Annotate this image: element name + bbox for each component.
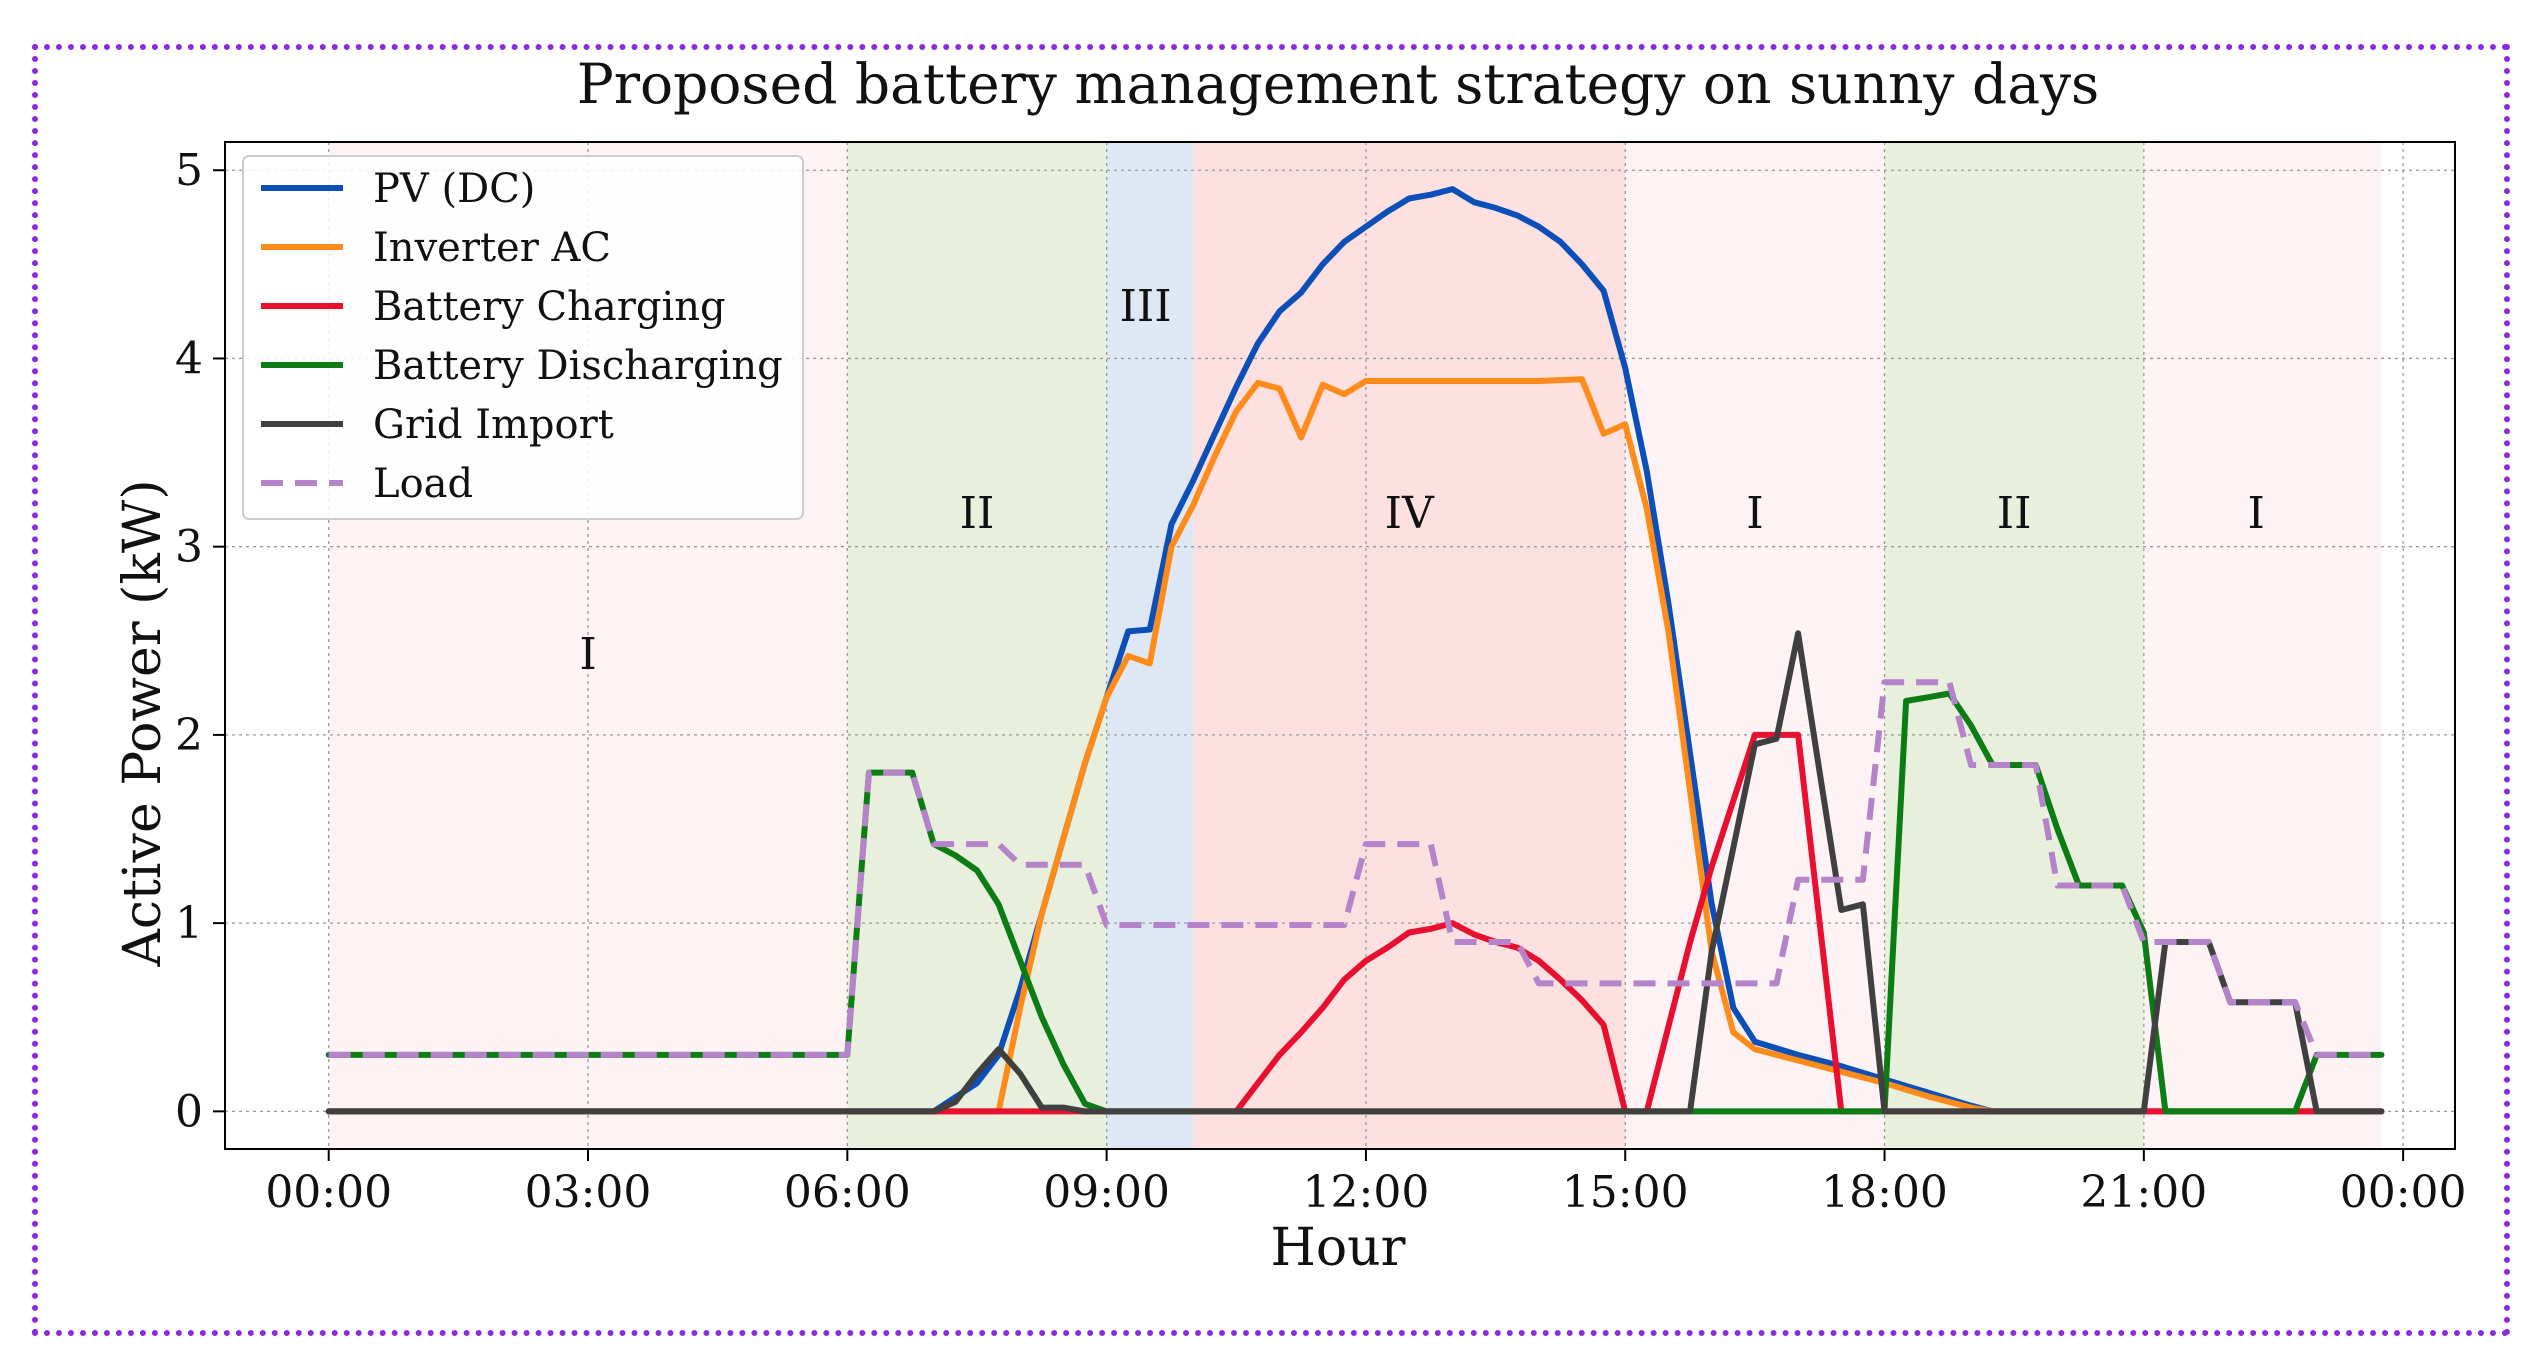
region-label-3: III: [1119, 281, 1171, 332]
chart-title: Proposed battery management strategy on …: [577, 52, 2100, 116]
legend-label-pv-dc: PV (DC): [373, 166, 535, 212]
y-axis-label: Active Power (kW): [113, 479, 173, 967]
series-line-grid-import: [325, 630, 2385, 1115]
region-band-2: [847, 142, 1107, 1149]
y-tick-label-3: 3: [175, 522, 203, 573]
series-line-battery-charging: [325, 731, 2385, 1115]
region-label-1: I: [579, 629, 596, 680]
y-tick-label-1: 1: [175, 898, 203, 949]
y-tick-label-5: 5: [175, 145, 203, 196]
y-tick-label-0: 0: [175, 1086, 203, 1137]
legend-label-battery-discharging: Battery Discharging: [373, 343, 783, 389]
legend-box: [242, 155, 804, 520]
region-band-7: [2143, 142, 2382, 1149]
series-line-inverter-ac: [325, 376, 2385, 1115]
region-band-4: [1193, 142, 1626, 1149]
x-axis-label: Hour: [1270, 1218, 1405, 1278]
region-band-6: [1884, 142, 2144, 1149]
y-tick-label-2: 2: [175, 710, 203, 761]
x-tick-label-0: 00:00: [265, 1167, 392, 1218]
x-axis-ticks: 00:00 03:00 06:00 09:00 12:00 15:00 18:00 21:00…: [265, 1149, 2467, 1218]
region-band-5: [1625, 142, 1885, 1149]
region-label-4: IV: [1385, 488, 1435, 539]
x-tick-label-1: 03:00: [525, 1167, 652, 1218]
legend-label-battery-charging: Battery Charging: [373, 284, 726, 330]
x-tick-label-2: 06:00: [784, 1167, 911, 1218]
x-tick-label-6: 18:00: [1821, 1167, 1948, 1218]
legend-label-inverter-ac: Inverter AC: [373, 225, 611, 271]
legend: PV (DC) Inverter AC Battery Charging Batter…: [242, 155, 804, 520]
y-tick-label-4: 4: [175, 333, 203, 384]
region-label-5: I: [1746, 488, 1763, 539]
plot-area-border: [224, 141, 2456, 1150]
region-label-7: I: [2248, 488, 2265, 539]
x-tick-label-8: 00:00: [2340, 1167, 2467, 1218]
x-tick-label-3: 09:00: [1043, 1167, 1170, 1218]
series-lines: [325, 186, 2385, 1115]
chart-frame-border: [32, 44, 2510, 1336]
region-label-6: II: [1997, 488, 2032, 539]
y-axis-ticks: 0 1 2 3 4 5: [175, 145, 225, 1137]
legend-label-load: Load: [373, 461, 473, 507]
x-tick-label-4: 12:00: [1303, 1167, 1430, 1218]
x-tick-label-7: 21:00: [2080, 1167, 2207, 1218]
region-label-2: II: [960, 488, 995, 539]
series-line-load: [328, 679, 2382, 1058]
x-tick-label-5: 15:00: [1562, 1167, 1689, 1218]
legend-label-grid-import: Grid Import: [373, 402, 614, 448]
